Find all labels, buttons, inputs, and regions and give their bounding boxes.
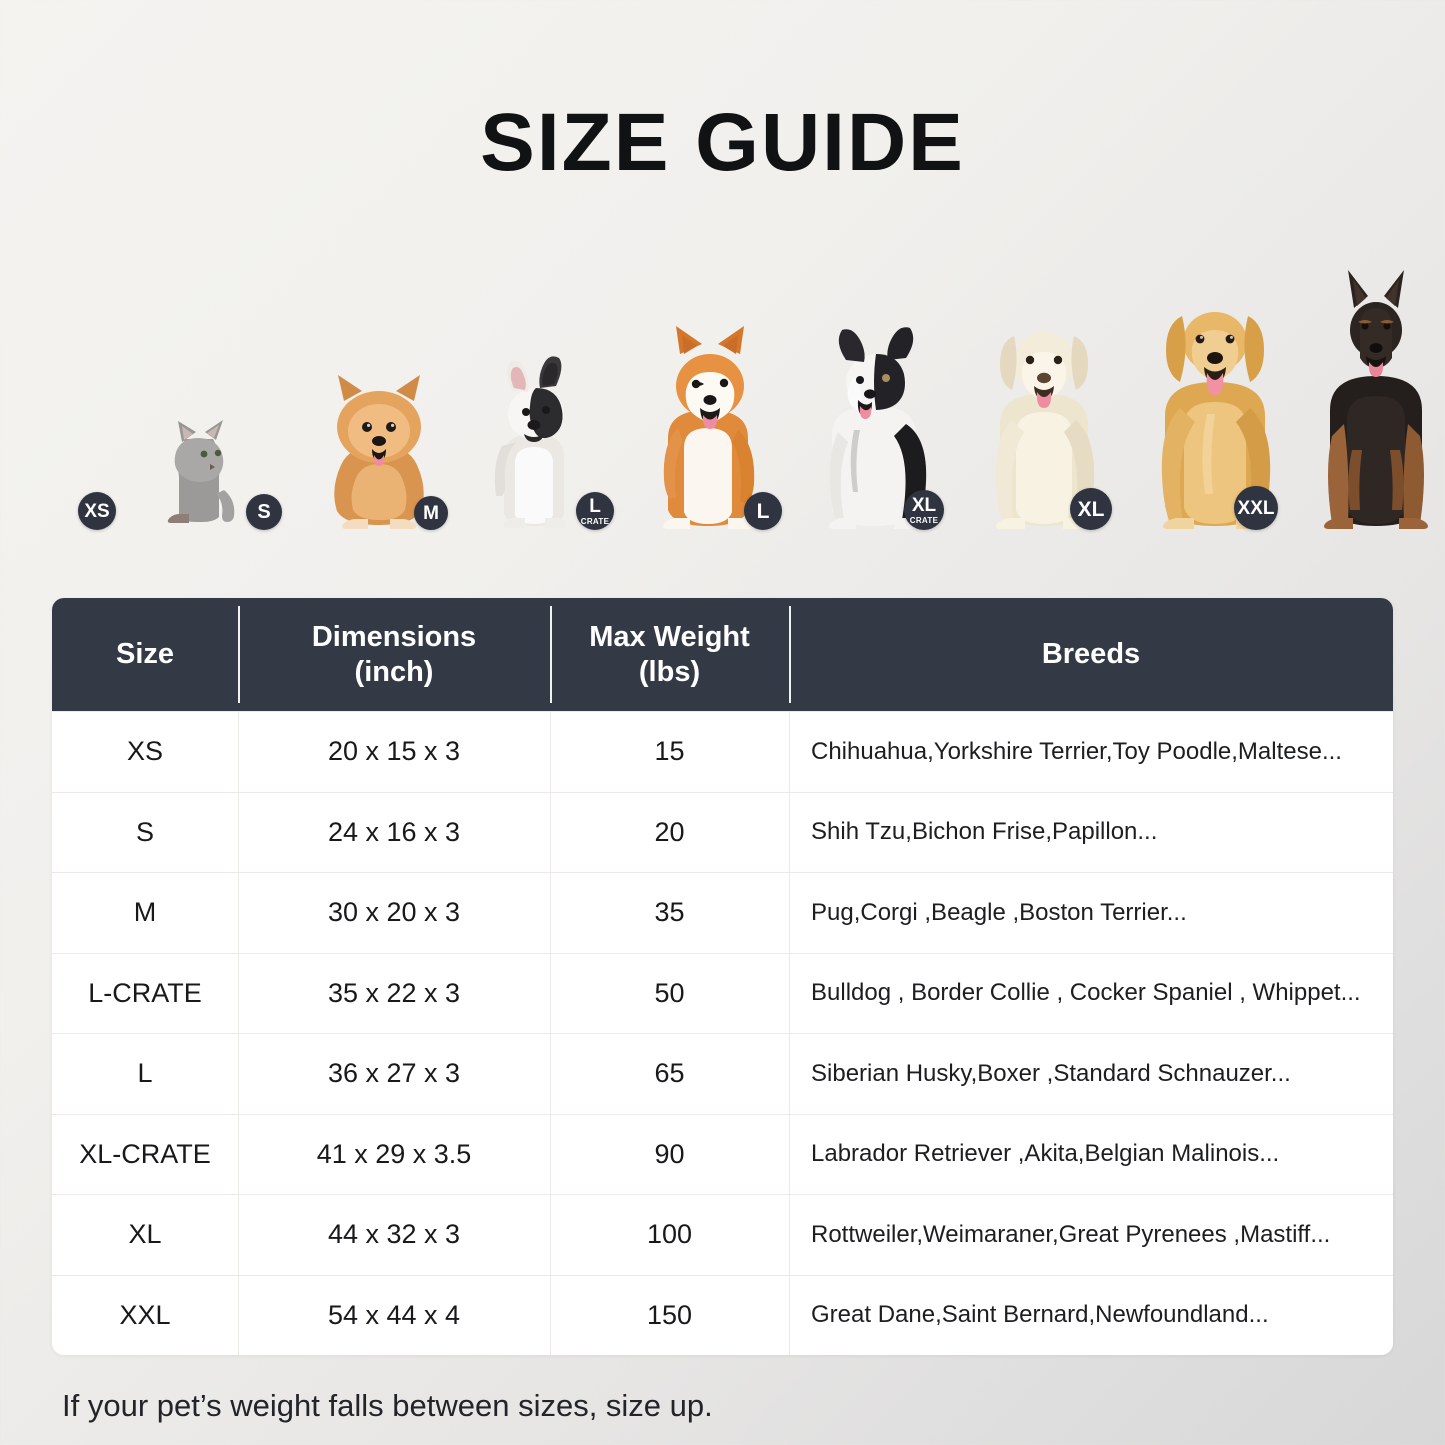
column-header-dimensions: Dimensions (inch) — [238, 598, 550, 711]
cell-dimensions: 54 x 44 x 4 — [238, 1275, 550, 1356]
table-row: XL 44 x 32 x 3 100 Rottweiler,Weimaraner,Gr… — [52, 1194, 1393, 1275]
shiba-inu-illustration — [634, 320, 786, 530]
table-row: XL-CRATE 41 x 29 x 3.5 90 Labrador Retrieve… — [52, 1113, 1393, 1195]
cell-size: L — [137, 1058, 153, 1089]
size-badge-label: M — [423, 502, 439, 524]
pet-size-lineup: XS S — [56, 260, 1428, 530]
cell-size: S — [135, 816, 154, 847]
cat-gray-illustration — [138, 390, 256, 530]
cell-size: XXL — [119, 1299, 171, 1330]
pet-figure-shiba-inu — [634, 320, 786, 530]
cell-max-weight: 35 — [550, 873, 789, 953]
cell-breeds: Bulldog , Border Collie , Cocker Spaniel… — [789, 953, 1393, 1034]
cell-dimensions: 36 x 27 x 3 — [238, 1034, 550, 1114]
size-guide-table: Size Dimensions (inch) Max Weight (lbs) … — [52, 598, 1393, 1355]
cell-size: XS — [126, 736, 164, 767]
size-badge-label: XL — [1077, 497, 1105, 521]
french-bulldog-illustration — [472, 350, 596, 530]
size-badge-m: M — [414, 496, 448, 530]
cell-size: XL — [128, 1219, 162, 1250]
size-badge-label: XL — [911, 494, 937, 516]
cell-breeds: Rottweiler,Weimaraner,Great Pyrenees ,Ma… — [789, 1195, 1393, 1275]
size-badge-s: S — [246, 494, 282, 530]
golden-retriever-illustration — [1130, 284, 1300, 530]
cell-size: L-CRATE — [88, 977, 202, 1008]
pet-figure-pomeranian — [310, 365, 448, 530]
column-header-dimensions-line2: (inch) — [354, 655, 434, 688]
pet-figure-doberman — [1296, 268, 1445, 530]
pet-figure-border-collie — [802, 320, 950, 530]
cell-max-weight: 50 — [550, 953, 789, 1034]
size-badge-xl: XL — [1070, 488, 1112, 530]
cell-breeds: Shih Tzu,Bichon Frise,Papillon... — [789, 792, 1393, 873]
size-badge-xxl: XXL — [1234, 486, 1278, 530]
cell-dimensions: 41 x 29 x 3.5 — [238, 1114, 550, 1195]
size-badge-label: S — [257, 501, 271, 523]
table-row: S 24 x 16 x 3 20 Shih Tzu,Bichon Frise,Papi… — [52, 791, 1393, 873]
cell-dimensions: 30 x 20 x 3 — [238, 873, 550, 953]
cell-max-weight: 65 — [550, 1034, 789, 1114]
size-badge-label: L — [756, 499, 770, 523]
doberman-illustration — [1296, 268, 1445, 530]
cell-breeds: Siberian Husky,Boxer ,Standard Schnauzer… — [789, 1034, 1393, 1114]
cell-max-weight: 20 — [550, 792, 789, 873]
size-badge-label: L — [589, 495, 601, 517]
border-collie-illustration — [802, 320, 950, 530]
column-header-breeds-line1: Breeds — [1041, 638, 1141, 671]
column-header-max-weight-line2: (lbs) — [638, 655, 701, 688]
cell-max-weight: 100 — [550, 1195, 789, 1275]
cell-max-weight: 90 — [550, 1114, 789, 1195]
page-title: SIZE GUIDE — [480, 97, 965, 188]
cell-dimensions: 35 x 22 x 3 — [238, 953, 550, 1034]
cell-breeds: Great Dane,Saint Bernard,Newfoundland... — [789, 1275, 1393, 1356]
table-row: XXL 54 x 44 x 4 150 Great Dane,Saint Bernar… — [52, 1274, 1393, 1356]
size-badge-l: L — [744, 492, 782, 530]
cell-breeds: Labrador Retriever ,Akita,Belgian Malino… — [789, 1114, 1393, 1195]
pomeranian-illustration — [310, 365, 448, 530]
cell-breeds: Chihuahua,Yorkshire Terrier,Toy Poodle,M… — [789, 712, 1393, 792]
table-row: XS 20 x 15 x 3 15 Chihuahua,Yorkshire Terri… — [52, 711, 1393, 792]
pet-figure-labrador-retriever — [964, 302, 1124, 530]
pet-figure-french-bulldog — [472, 350, 596, 530]
size-badge-xl-crate: XL CRATE — [904, 490, 944, 530]
column-header-size-line1: Size — [115, 638, 175, 671]
size-badge-xs: XS — [78, 492, 116, 530]
column-header-max-weight-line1: Max Weight — [589, 621, 750, 654]
cell-max-weight: 15 — [550, 712, 789, 792]
pet-figure-cat-gray — [138, 390, 256, 530]
column-header-size: Size — [52, 598, 238, 711]
size-badge-sublabel: CRATE — [909, 515, 939, 525]
size-badge-l-crate: L CRATE — [576, 492, 614, 530]
cell-breeds: Pug,Corgi ,Beagle ,Boston Terrier... — [789, 873, 1393, 953]
size-badge-sublabel: CRATE — [580, 516, 610, 526]
table-header-row: Size Dimensions (inch) Max Weight (lbs) … — [52, 598, 1393, 711]
column-header-dimensions-line1: Dimensions — [311, 621, 477, 654]
cell-size: XL-CRATE — [79, 1138, 211, 1169]
cell-max-weight: 150 — [550, 1275, 789, 1356]
size-badge-label: XXL — [1237, 497, 1275, 519]
cell-dimensions: 44 x 32 x 3 — [238, 1195, 550, 1275]
cell-dimensions: 20 x 15 x 3 — [238, 712, 550, 792]
table-row: L 36 x 27 x 3 65 Siberian Husky,Boxer ,Stan… — [52, 1033, 1393, 1114]
pet-figure-golden-retriever — [1130, 284, 1300, 530]
sizing-advice-note: If your pet’s weight falls between sizes… — [62, 1388, 713, 1423]
table-row: M 30 x 20 x 3 35 Pug,Corgi ,Beagle ,Boston … — [52, 872, 1393, 953]
table-body: XS 20 x 15 x 3 15 Chihuahua,Yorkshire Terri… — [52, 711, 1393, 1355]
column-header-breeds: Breeds — [789, 598, 1393, 711]
column-header-max-weight: Max Weight (lbs) — [550, 598, 789, 711]
size-badge-label: XS — [84, 500, 110, 522]
labrador-retriever-illustration — [964, 302, 1124, 530]
cell-dimensions: 24 x 16 x 3 — [238, 792, 550, 873]
cell-size: M — [133, 897, 157, 928]
table-row: L-CRATE 35 x 22 x 3 50 Bulldog , Border Col… — [52, 952, 1393, 1034]
